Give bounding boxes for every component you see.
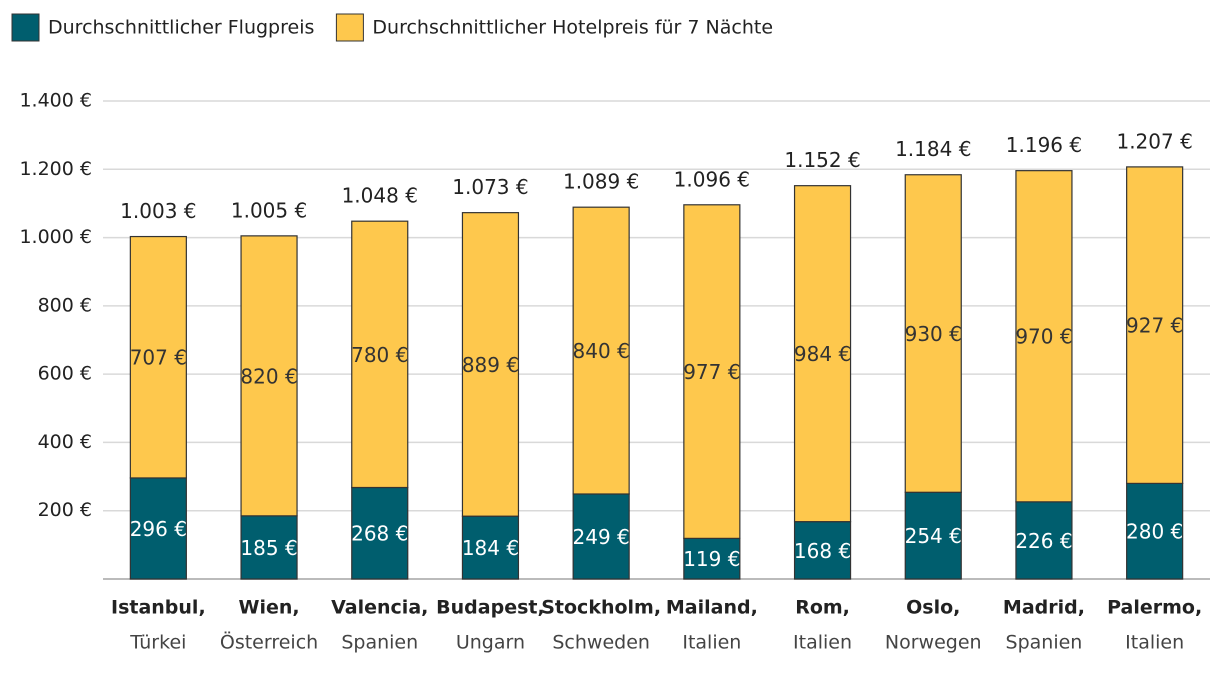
y-tick-label: 1.000 € xyxy=(19,226,92,248)
bar-segment xyxy=(1015,170,1073,503)
x-tick-sublabel: Türkei xyxy=(129,632,186,654)
bar-segment xyxy=(904,174,962,493)
value-label: 184 € xyxy=(462,536,519,560)
value-label: 977 € xyxy=(683,360,740,384)
value-label: 930 € xyxy=(905,322,962,346)
total-label: 1.096 € xyxy=(674,167,750,191)
value-label: 889 € xyxy=(462,353,519,377)
value-label: 840 € xyxy=(573,339,630,363)
bar-segment xyxy=(1126,482,1184,580)
x-tick-sublabel: Italien xyxy=(682,632,741,654)
legend-label: Durchschnittlicher Hotelpreis für 7 Näch… xyxy=(372,17,773,39)
bar-segment xyxy=(1126,166,1184,484)
y-tick-label: 1.400 € xyxy=(19,90,92,112)
value-label: 820 € xyxy=(240,364,297,388)
bar-segment xyxy=(793,185,852,523)
y-tick-label: 200 € xyxy=(38,499,92,521)
x-tick-sublabel: Italien xyxy=(793,632,852,654)
bar-segment xyxy=(461,212,520,517)
total-label: 1.207 € xyxy=(1116,129,1192,153)
value-label: 254 € xyxy=(905,524,962,548)
y-tick-label: 800 € xyxy=(38,294,92,316)
value-label: 168 € xyxy=(794,539,851,563)
x-tick-sublabel: Österreich xyxy=(220,631,318,654)
value-label: 249 € xyxy=(573,525,630,549)
bar-segment xyxy=(793,521,852,580)
bar-segment xyxy=(129,235,187,479)
x-tick-label: Madrid, xyxy=(1003,597,1085,619)
total-label: 1.196 € xyxy=(1006,133,1082,157)
value-label: 280 € xyxy=(1126,520,1183,544)
bar-segment xyxy=(351,220,409,489)
x-tick-label: Istanbul, xyxy=(111,597,206,619)
x-tick-sublabel: Schweden xyxy=(552,632,650,654)
total-label: 1.152 € xyxy=(784,148,860,172)
legend-swatch xyxy=(335,13,364,42)
value-label: 226 € xyxy=(1015,529,1072,553)
x-tick-sublabel: Ungarn xyxy=(456,632,525,654)
x-tick-label: Rom, xyxy=(795,597,850,619)
total-label: 1.073 € xyxy=(452,175,528,199)
x-tick-label: Valencia, xyxy=(331,597,428,619)
total-label: 1.003 € xyxy=(120,199,196,223)
bar-segment xyxy=(351,486,409,580)
total-label: 1.184 € xyxy=(895,137,971,161)
value-label: 268 € xyxy=(351,522,408,546)
value-label: 984 € xyxy=(794,342,851,366)
x-tick-sublabel: Italien xyxy=(1125,632,1184,654)
x-tick-label: Palermo, xyxy=(1107,597,1202,619)
x-tick-label: Stockholm, xyxy=(541,597,661,619)
bar-segment xyxy=(1015,501,1073,580)
value-label: 296 € xyxy=(130,517,187,541)
value-label: 970 € xyxy=(1015,325,1072,349)
total-label: 1.005 € xyxy=(231,198,307,222)
x-tick-sublabel: Spanien xyxy=(1006,632,1083,654)
bar-segment xyxy=(572,206,630,495)
total-label: 1.048 € xyxy=(342,184,418,208)
bar-segment xyxy=(240,515,298,580)
value-label: 780 € xyxy=(351,343,408,367)
bar-segment xyxy=(572,493,630,580)
value-label: 185 € xyxy=(240,536,297,560)
x-tick-label: Oslo, xyxy=(906,597,960,619)
legend-label: Durchschnittlicher Flugpreis xyxy=(48,17,314,39)
y-tick-label: 400 € xyxy=(38,431,92,453)
value-label: 927 € xyxy=(1126,314,1183,338)
x-tick-label: Budapest, xyxy=(436,597,545,619)
value-label: 119 € xyxy=(683,547,740,571)
y-tick-label: 600 € xyxy=(38,363,92,385)
total-label: 1.089 € xyxy=(563,170,639,194)
bar-segment xyxy=(129,477,187,580)
x-tick-sublabel: Spanien xyxy=(341,632,418,654)
bar-segment xyxy=(683,204,741,539)
x-tick-label: Mailand, xyxy=(666,597,758,619)
bar-segment xyxy=(683,537,741,580)
legend-swatch xyxy=(11,13,40,42)
y-tick-label: 1.200 € xyxy=(19,158,92,180)
x-tick-sublabel: Norwegen xyxy=(885,632,982,654)
bar-segment xyxy=(240,235,298,517)
value-label: 707 € xyxy=(130,346,187,370)
x-tick-label: Wien, xyxy=(238,597,299,619)
